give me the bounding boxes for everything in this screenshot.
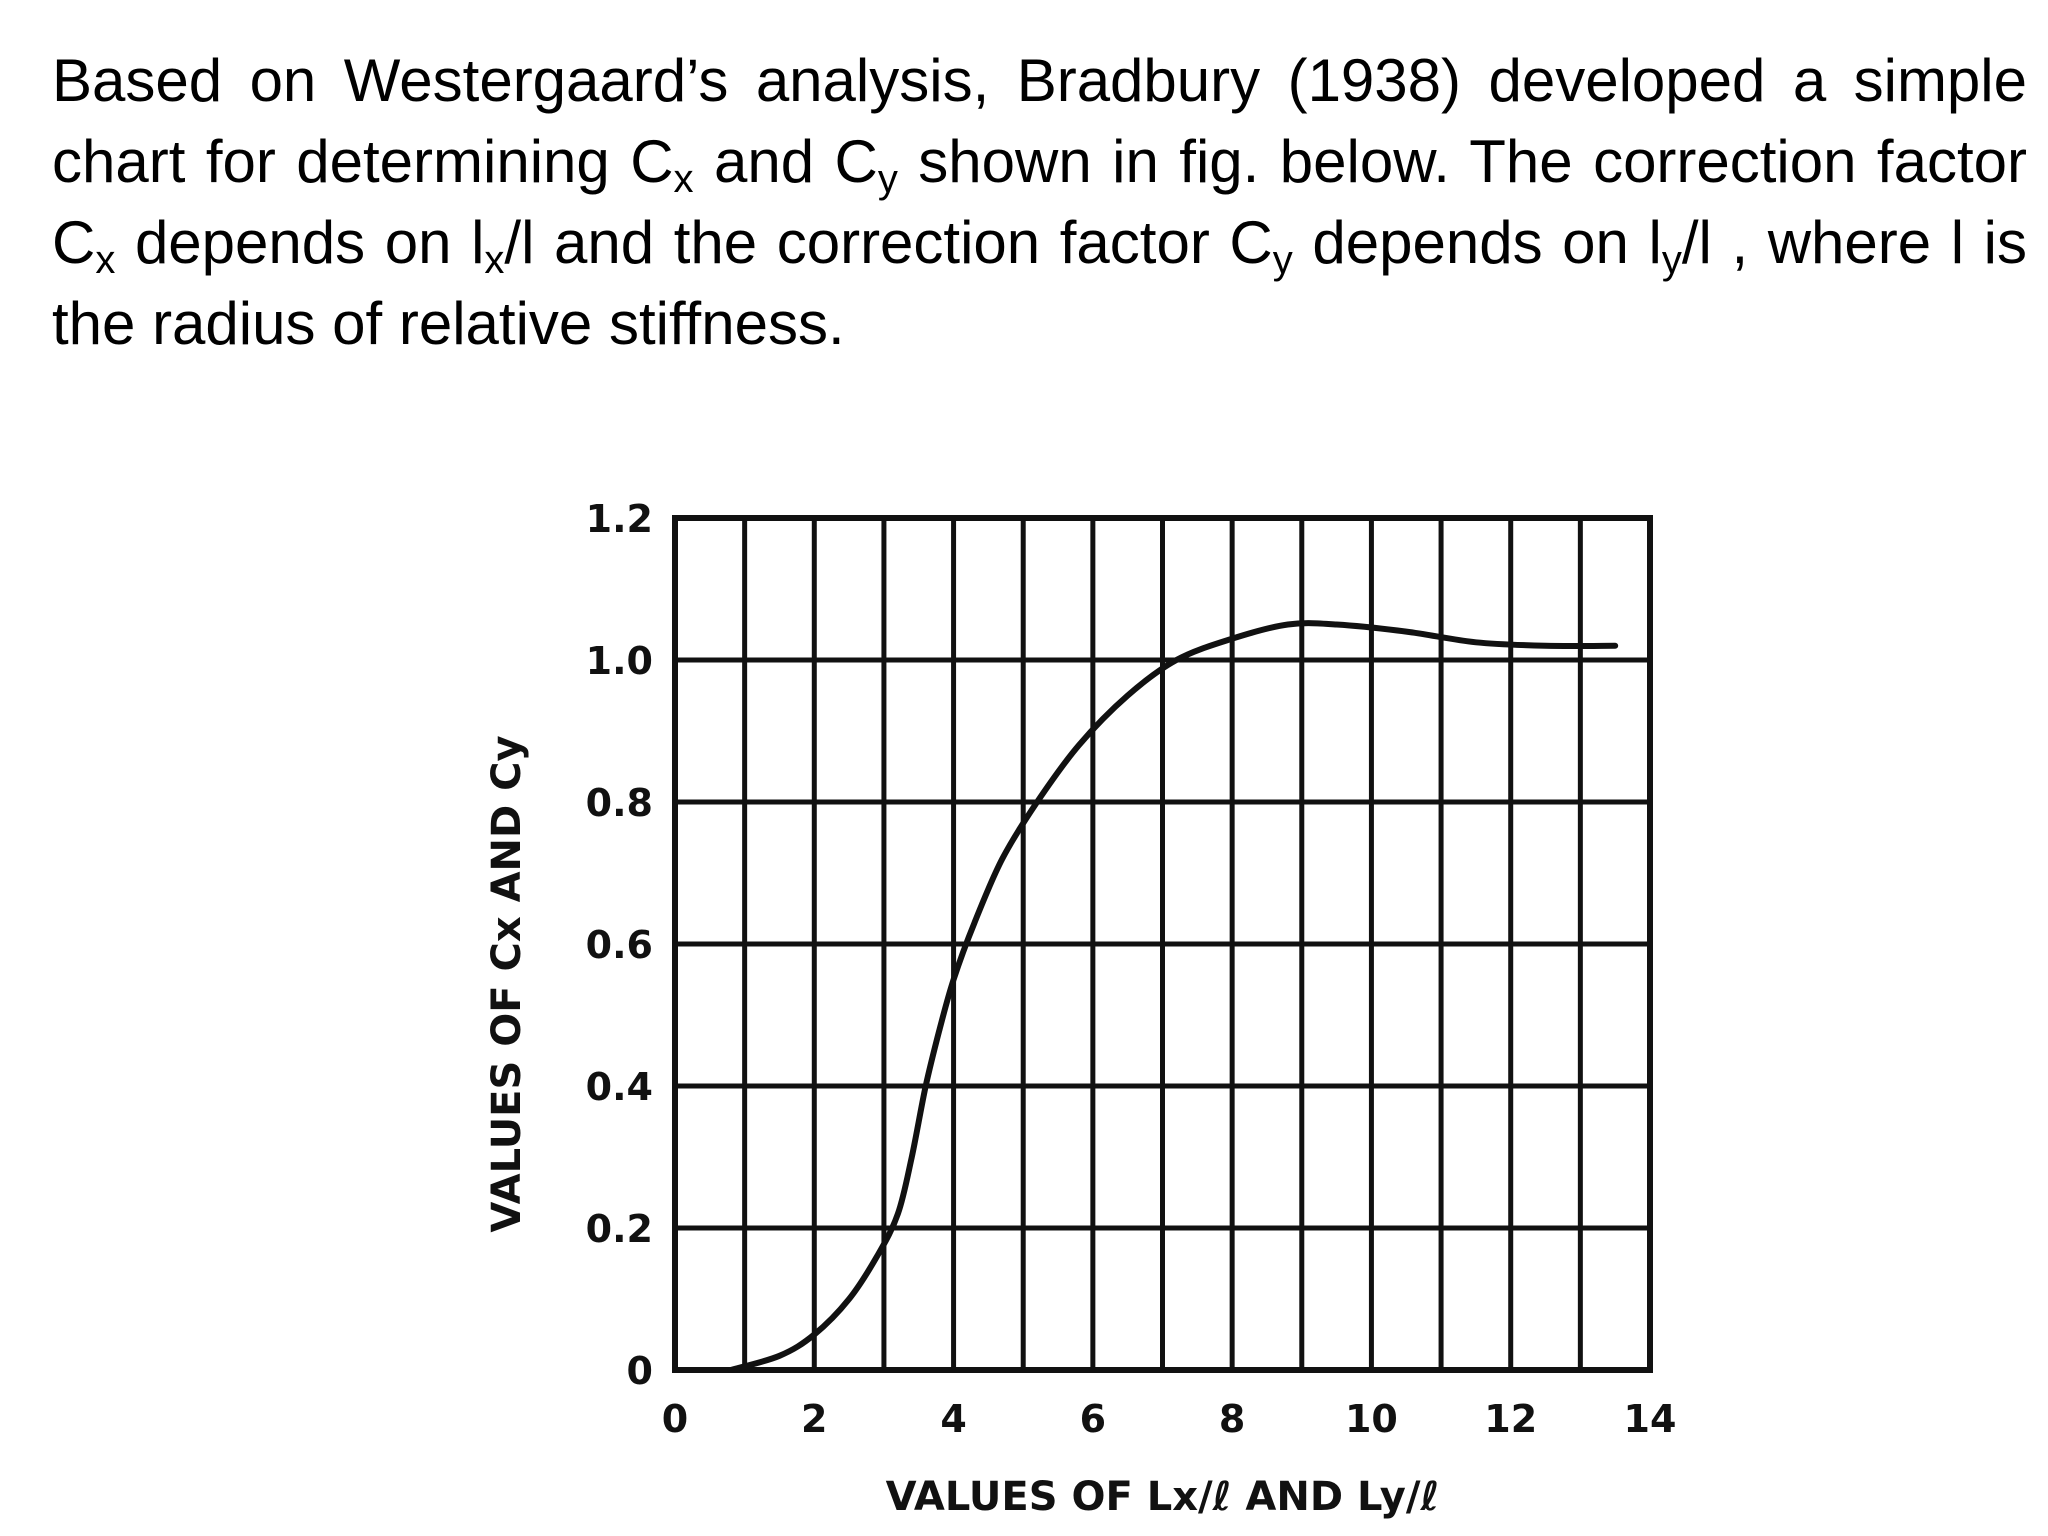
subscript: x xyxy=(484,238,505,282)
chart-figure: 0 2 4 6 8 10 12 14 0 0.2 0.4 0.6 0.8 1.0 1.2 VALUES O… xyxy=(440,470,1720,1535)
y-axis-label: VALUES OF Cx AND Cy xyxy=(484,735,530,1232)
y-tick-label: 0.2 xyxy=(586,1207,653,1251)
x-tick-label: 8 xyxy=(1219,1397,1245,1441)
y-tick-labels: 0 0.2 0.4 0.6 0.8 1.0 1.2 xyxy=(586,497,653,1393)
intro-text: and C xyxy=(693,128,878,195)
y-tick-label: 1.0 xyxy=(586,639,653,683)
subscript: x xyxy=(673,157,694,201)
correction-factor-chart: 0 2 4 6 8 10 12 14 0 0.2 0.4 0.6 0.8 1.0 1.2 VALUES O… xyxy=(484,497,1677,1520)
y-tick-label: 0.6 xyxy=(586,923,653,967)
plot-frame xyxy=(672,515,1653,1373)
intro-text: /l and the correction factor C xyxy=(504,209,1273,276)
intro-paragraph: Based on Westergaard’s analysis, Bradbur… xyxy=(52,40,2027,364)
intro-text: depends on l xyxy=(115,209,485,276)
x-tick-label: 4 xyxy=(940,1397,966,1441)
x-tick-label: 2 xyxy=(801,1397,827,1441)
x-tick-label: 6 xyxy=(1080,1397,1106,1441)
grid xyxy=(675,518,1650,1370)
x-tick-label: 12 xyxy=(1484,1397,1537,1441)
subscript: x xyxy=(95,238,116,282)
x-axis-label: VALUES OF Lx/ℓ AND Ly/ℓ xyxy=(886,1474,1440,1520)
series-line xyxy=(727,620,1619,1373)
y-tick-label: 0 xyxy=(627,1349,653,1393)
subscript: y xyxy=(877,157,898,201)
intro-text: shown in fig. below. The correction fact… xyxy=(52,128,2027,276)
y-tick-label: 1.2 xyxy=(586,497,653,541)
subscript: y xyxy=(1661,238,1682,282)
intro-text: Based on Westergaard’s analysis, Bradbur… xyxy=(52,47,2027,195)
x-tick-label: 0 xyxy=(662,1397,688,1441)
subscript: y xyxy=(1272,238,1293,282)
x-tick-labels: 0 2 4 6 8 10 12 14 xyxy=(662,1397,1677,1441)
x-tick-label: 14 xyxy=(1624,1397,1677,1441)
y-tick-label: 0.8 xyxy=(586,781,653,825)
intro-text: depends on l xyxy=(1292,209,1662,276)
y-tick-label: 0.4 xyxy=(586,1065,653,1109)
x-tick-label: 10 xyxy=(1345,1397,1398,1441)
intro-text: /l , where l is the radius of relative s… xyxy=(52,209,2027,357)
